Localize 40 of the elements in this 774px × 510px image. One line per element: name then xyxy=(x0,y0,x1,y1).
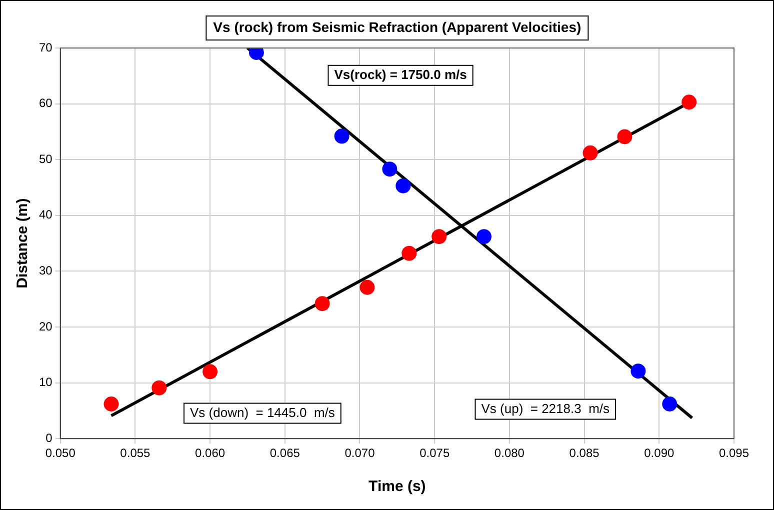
x-tick-label: 0.095 xyxy=(718,446,750,460)
point xyxy=(334,128,350,144)
annotation: Vs (up) = 2218.3 m/s xyxy=(481,400,610,416)
annotation: Vs (down) = 1445.0 m/s xyxy=(190,404,336,420)
x-tick-label: 0.075 xyxy=(420,446,450,460)
point xyxy=(202,364,218,380)
point xyxy=(360,280,375,295)
point xyxy=(382,162,398,177)
y-tick-label: 30 xyxy=(38,264,53,278)
x-tick-label: 0.070 xyxy=(344,446,376,460)
point xyxy=(314,296,330,312)
point xyxy=(104,396,119,412)
point xyxy=(682,94,697,110)
x-tick-label: 0.060 xyxy=(195,446,226,460)
x-tick-label: 0.065 xyxy=(270,446,300,460)
x-tick-label: 0.080 xyxy=(494,446,525,460)
y-tick-label: 60 xyxy=(38,96,53,110)
y-tick-label: 70 xyxy=(38,40,53,54)
annotation: Vs(rock) = 1750.0 m/s xyxy=(334,66,467,82)
x-tick-label: 0.085 xyxy=(569,446,600,460)
x-tick-label: 0.050 xyxy=(45,446,76,460)
point xyxy=(662,396,678,412)
x-tick-label: 0.090 xyxy=(644,446,674,460)
chart-title: Vs (rock) from Seismic Refraction (Apparent Velocities) xyxy=(213,18,582,35)
point xyxy=(630,364,646,379)
y-tick-label: 10 xyxy=(38,375,53,390)
point xyxy=(396,178,411,194)
point xyxy=(476,229,492,244)
y-tick-label: 40 xyxy=(38,208,53,222)
x-tick-label: 0.055 xyxy=(120,446,151,460)
x-axis-title: Time (s) xyxy=(368,478,426,496)
point xyxy=(432,229,447,244)
point xyxy=(582,145,598,160)
point xyxy=(617,129,632,144)
point xyxy=(402,246,417,261)
y-tick-label: 50 xyxy=(38,152,53,166)
y-tick-label: 20 xyxy=(38,319,53,334)
point xyxy=(152,380,167,396)
y-tick-label: 0 xyxy=(46,430,53,445)
y-axis-title: Distance (m) xyxy=(14,198,32,288)
